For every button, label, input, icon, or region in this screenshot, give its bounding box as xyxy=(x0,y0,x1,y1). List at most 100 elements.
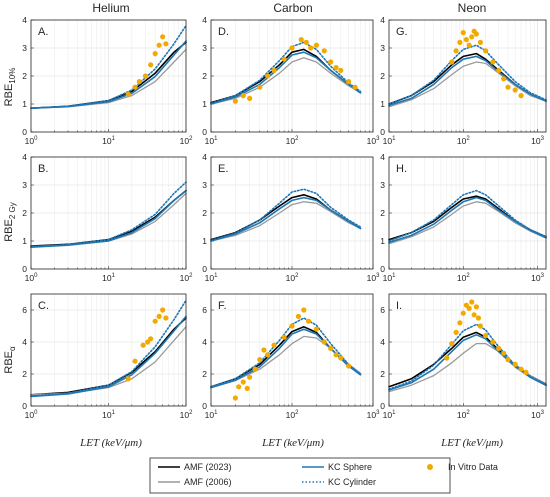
in-vitro-point xyxy=(298,37,304,43)
in-vitro-point xyxy=(152,318,158,324)
in-vitro-point xyxy=(240,93,246,99)
panel-d: 101 102 103 0 1 2 3 4 D. xyxy=(202,15,380,146)
y-tick-label: 3 xyxy=(202,180,207,190)
in-vitro-point xyxy=(490,339,496,345)
in-vitro-point xyxy=(518,93,524,99)
panel-label-c: C. xyxy=(38,300,49,312)
y-tick-label: 2 xyxy=(202,208,207,218)
y-tick-label: 4 xyxy=(380,15,385,25)
in-vitro-point xyxy=(236,384,242,390)
in-vitro-point xyxy=(156,42,162,48)
y-tick-label: 3 xyxy=(380,180,385,190)
panel-label-g: G. xyxy=(396,26,408,38)
y-tick-label: 0 xyxy=(380,264,385,274)
y-tick-label: 3 xyxy=(22,43,27,53)
x-tick-label: 103 xyxy=(531,136,544,146)
y-tick-label: 6 xyxy=(202,305,207,315)
x-tick-label: 103 xyxy=(531,410,544,420)
y-tick-label: 3 xyxy=(380,43,385,53)
axes-box xyxy=(30,156,187,270)
axes-box xyxy=(30,293,187,407)
panel-f: 101 102 103 0 2 4 6 F. xyxy=(202,293,380,420)
ylabel-row-2-sub: 2 Gy xyxy=(8,202,17,219)
y-tick-label: 1 xyxy=(202,236,207,246)
panel-g: 101 102 103 0 1 2 3 4 G. xyxy=(380,15,547,146)
in-vitro-point xyxy=(463,37,469,43)
x-tick-label: 101 xyxy=(205,136,218,146)
xlabel-helium: LET (keV/μm) xyxy=(79,437,142,449)
x-tick-label: 103 xyxy=(531,273,544,283)
legend-label-amf-2006: AMF (2006) xyxy=(184,477,232,487)
axes-box xyxy=(30,19,187,133)
in-vitro-point xyxy=(523,369,529,375)
ylabel-row-3-sub: α xyxy=(8,346,17,351)
in-vitro-point xyxy=(512,87,518,93)
y-tick-label: 2 xyxy=(202,71,207,81)
in-vitro-point xyxy=(271,67,277,73)
ylabel-row-3-main: RBE xyxy=(3,351,15,374)
series-line-kc-cylinder xyxy=(388,189,547,242)
in-vitro-point xyxy=(328,345,334,351)
in-vitro-point xyxy=(483,48,489,54)
in-vitro-point xyxy=(160,34,166,40)
y-tick-label: 4 xyxy=(202,152,207,162)
in-vitro-point xyxy=(252,366,258,372)
legend-box xyxy=(149,457,451,494)
in-vitro-point xyxy=(132,84,138,90)
in-vitro-point xyxy=(338,355,344,361)
panel-label-b: B. xyxy=(38,163,48,175)
in-vitro-point xyxy=(140,342,146,348)
in-vitro-point xyxy=(501,350,507,356)
in-vitro-point xyxy=(142,73,149,79)
in-vitro-point xyxy=(257,357,263,363)
ylabel-row-1: RBE10% xyxy=(3,68,17,107)
in-vitro-point xyxy=(261,347,267,353)
in-vitro-point xyxy=(232,98,238,104)
in-vitro-point xyxy=(321,339,327,345)
panel-a: 100 101 102 0 1 2 3 4 A. xyxy=(22,15,193,146)
in-vitro-point xyxy=(346,363,352,369)
in-vitro-point xyxy=(244,385,250,391)
y-tick-label: 0 xyxy=(202,127,207,137)
in-vitro-point xyxy=(466,305,472,311)
legend: AMF (2023) AMF (2006) KC Sphere KC Cylinder… xyxy=(149,457,498,494)
in-vitro-point xyxy=(473,304,479,310)
series-line-kc-cylinder xyxy=(210,188,362,242)
in-vitro-point xyxy=(477,323,483,329)
y-tick-label: 2 xyxy=(202,369,207,379)
x-tick-label: 102 xyxy=(457,136,470,146)
x-tick-label: 102 xyxy=(286,273,299,283)
in-vitro-point xyxy=(518,366,524,372)
in-vitro-point xyxy=(281,334,287,340)
in-vitro-point xyxy=(308,45,314,51)
y-tick-label: 6 xyxy=(22,305,27,315)
in-vitro-point xyxy=(453,48,459,54)
column-titles: Helium Carbon Neon xyxy=(92,1,486,15)
in-vitro-point xyxy=(501,76,507,82)
y-tick-label: 6 xyxy=(380,305,385,315)
in-vitro-point xyxy=(460,310,466,316)
y-tick-label: 2 xyxy=(22,369,27,379)
y-tick-label: 2 xyxy=(380,369,385,379)
in-vitro-point xyxy=(333,352,339,358)
in-vitro-point xyxy=(240,379,246,385)
y-tick-label: 4 xyxy=(202,337,207,347)
xlabel-neon: LET (keV/μm) xyxy=(440,437,503,449)
in-vitro-point xyxy=(136,79,142,85)
panel-i: 101 102 103 0 2 4 6 I. xyxy=(380,293,547,420)
in-vitro-point xyxy=(152,51,158,57)
in-vitro-point xyxy=(512,361,518,367)
y-tick-label: 4 xyxy=(380,337,385,347)
legend-label-amf-2023: AMF (2023) xyxy=(184,462,232,472)
ylabel-row-2: RBE2 Gy xyxy=(3,202,17,242)
xlabels-group: LET (keV/μm) LET (keV/μm) LET (keV/μm) xyxy=(79,437,503,449)
in-vitro-point xyxy=(477,39,483,46)
legend-label-kc-sphere: KC Sphere xyxy=(328,462,372,472)
y-tick-label: 2 xyxy=(22,71,27,81)
panel-h: 101 102 103 0 1 2 3 4 H. xyxy=(380,152,547,283)
y-tick-label: 2 xyxy=(380,208,385,218)
legend-label-kc-cylinder: KC Cylinder xyxy=(328,477,376,487)
panel-label-e: E. xyxy=(218,163,228,175)
panel-c: 100 101 102 0 2 4 6 C. xyxy=(22,293,193,420)
